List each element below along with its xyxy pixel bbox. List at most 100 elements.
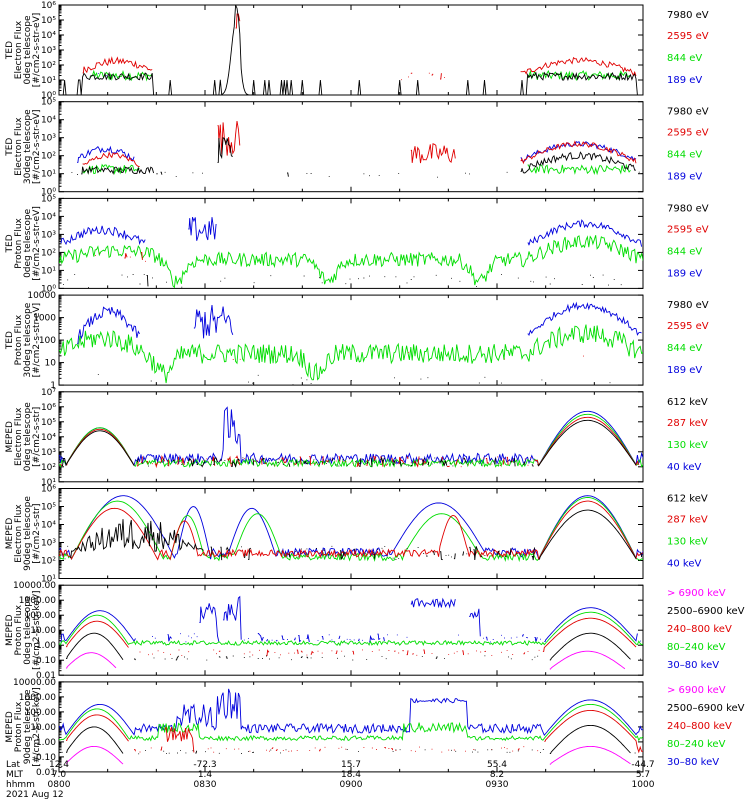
y-tick-label: 10⁵ (41, 98, 56, 108)
y-axis-label-line: MEPED (5, 711, 15, 743)
series-trace (66, 709, 643, 754)
y-tick-label: 1 (50, 381, 56, 391)
y-axis-label-line: Electron Flux (14, 407, 24, 466)
x-tick-mlt: 1.4 (198, 770, 213, 780)
panel-5: 10¹ 10² 10³ 10⁴ 10⁵ 10⁶ 10⁷ MEPED Electron Flux 0… (5, 388, 708, 488)
y-tick-label: 10² (41, 152, 56, 162)
panel-4: 1 10 100 1000 10000 TED Proton Flux 30deg teles… (5, 291, 709, 391)
legend-entry: > 6900 keV (667, 685, 726, 696)
y-tick-label: 10³ (41, 448, 56, 458)
series-trace (95, 252, 146, 262)
legend-entry: 844 eV (667, 343, 702, 354)
legend-entry: 40 keV (667, 462, 701, 473)
legend-entry: 844 eV (667, 53, 702, 64)
y-tick-label: 0.01 (36, 671, 56, 681)
x-tick-hhmm: 0800 (48, 780, 71, 790)
y-tick-label: 10.00 (30, 626, 56, 636)
y-tick-label: 10⁶ (41, 403, 56, 413)
series-trace (59, 235, 643, 289)
y-tick-label: 1000.00 (19, 596, 56, 606)
legend-entry: 2500–6900 keV (667, 606, 745, 617)
y-axis-label-line: TED (5, 41, 15, 60)
series-trace (59, 611, 643, 647)
date-label: 2021 Aug 12 (6, 790, 64, 800)
y-axis-label-line: 30deg telescope (23, 109, 33, 184)
series-trace (59, 703, 643, 742)
y-tick-label: 10³ (41, 134, 56, 144)
panel-6: 10¹ 10² 10³ 10⁴ 10⁵ 10⁶ MEPED Electron Flux 90de… (5, 485, 708, 585)
series-trace (97, 373, 611, 386)
y-axis-label-line: 90deg telescope (23, 689, 33, 764)
series-trace (66, 650, 626, 670)
legend-entry: 189 eV (667, 172, 702, 183)
row-label-mlt: MLT (6, 770, 24, 780)
series-trace (61, 509, 643, 561)
series-trace (59, 324, 643, 384)
y-tick-label: 10⁷ (41, 388, 56, 398)
y-tick-label: 0.01 (36, 768, 56, 778)
y-tick-label: 10000 (27, 291, 56, 301)
row-label-lat: Lat (6, 760, 21, 770)
y-tick-label: 10⁰ (41, 188, 56, 198)
y-axis-label-line: Proton Flux (14, 604, 24, 655)
x-tick-mlt: 7.0 (52, 770, 67, 780)
legend-entry: 80–240 keV (667, 642, 726, 653)
y-tick-label: 10⁵ (41, 194, 56, 204)
row-label-hhmm: hhmm (6, 780, 35, 790)
y-tick-label: 10³ (41, 539, 56, 549)
x-tick-hhmm: 0930 (486, 780, 509, 790)
y-tick-label: 10¹ (41, 170, 56, 180)
y-tick-label: 1.00 (36, 738, 56, 748)
legend-entry: 2595 eV (667, 224, 709, 235)
series-trace (66, 745, 631, 765)
panel-frame (58, 4, 644, 96)
legend-entry: 7980 eV (667, 10, 709, 21)
y-tick-label: 10⁴ (41, 116, 56, 126)
panel-frame (58, 294, 644, 386)
legend-entry: 844 eV (667, 246, 702, 257)
y-tick-label: 10⁵ (41, 418, 56, 428)
y-tick-label: 10000.00 (13, 678, 56, 688)
x-tick-lat: 15.7 (341, 760, 361, 770)
y-tick-label: 10⁴ (41, 521, 56, 531)
y-tick-label: 10³ (41, 46, 56, 56)
series-trace (59, 406, 643, 467)
y-axis-label-line: [#/cm2-s-str-keV] (32, 687, 42, 766)
y-axis-label-line: 90deg telescope (23, 496, 33, 571)
legend-entry: 30–80 keV (667, 660, 719, 671)
series-trace (232, 351, 584, 360)
y-tick-label: 1.00 (36, 641, 56, 651)
y-axis-label-line: [#/cm2-s-str-keV] (32, 590, 42, 669)
y-axis-label-line: 0deg telescope (23, 595, 33, 665)
legend-entry: 240–800 keV (667, 721, 732, 732)
panel-7: 0.01 0.10 1.00 10.00 100.00 1000.00 10000.00 ME… (5, 581, 745, 681)
y-axis-label-line: [#/cm2-s-str-eV] (32, 206, 42, 281)
y-axis-label-line: Proton Flux (14, 701, 24, 752)
series-trace (71, 137, 643, 178)
legend-entry: 2595 eV (667, 31, 709, 42)
legend-entry: 2595 eV (667, 128, 709, 139)
x-tick-lat: -72.3 (193, 760, 216, 770)
panel-1: 10⁰ 10¹ 10² 10³ 10⁴ 10⁵ 10⁶ TED Electron Flux 0de… (5, 1, 709, 101)
y-axis-label-line: 30deg telescope (23, 302, 33, 377)
legend-entry: 189 eV (667, 75, 702, 86)
series-trace (66, 632, 643, 661)
series-trace (59, 500, 643, 561)
y-tick-label: 10² (41, 61, 56, 71)
y-axis-label-line: [#/cm2-s-str-eV] (32, 303, 42, 378)
panels: 10⁰ 10¹ 10² 10³ 10⁴ 10⁵ 10⁶ TED Electron Flux 0de… (5, 1, 745, 778)
series-trace (59, 688, 643, 737)
legend-entry: 844 eV (667, 150, 702, 161)
panel-frame (58, 584, 644, 676)
y-tick-label: 10⁴ (41, 31, 56, 41)
y-axis-label-line: MEPED (5, 421, 15, 453)
panel-3: 10⁰ 10¹ 10² 10³ 10⁴ 10⁵ TED Proton Flux 0deg tel… (5, 194, 709, 294)
panel-frame (58, 681, 644, 773)
legend-entry: 189 eV (667, 365, 702, 376)
y-axis-label-line: MEPED (5, 614, 15, 646)
x-tick-hhmm: 1000 (632, 780, 655, 790)
legend-entry: 7980 eV (667, 107, 709, 118)
y-tick-label: 10² (41, 248, 56, 258)
legend-entry: 612 keV (667, 397, 708, 408)
